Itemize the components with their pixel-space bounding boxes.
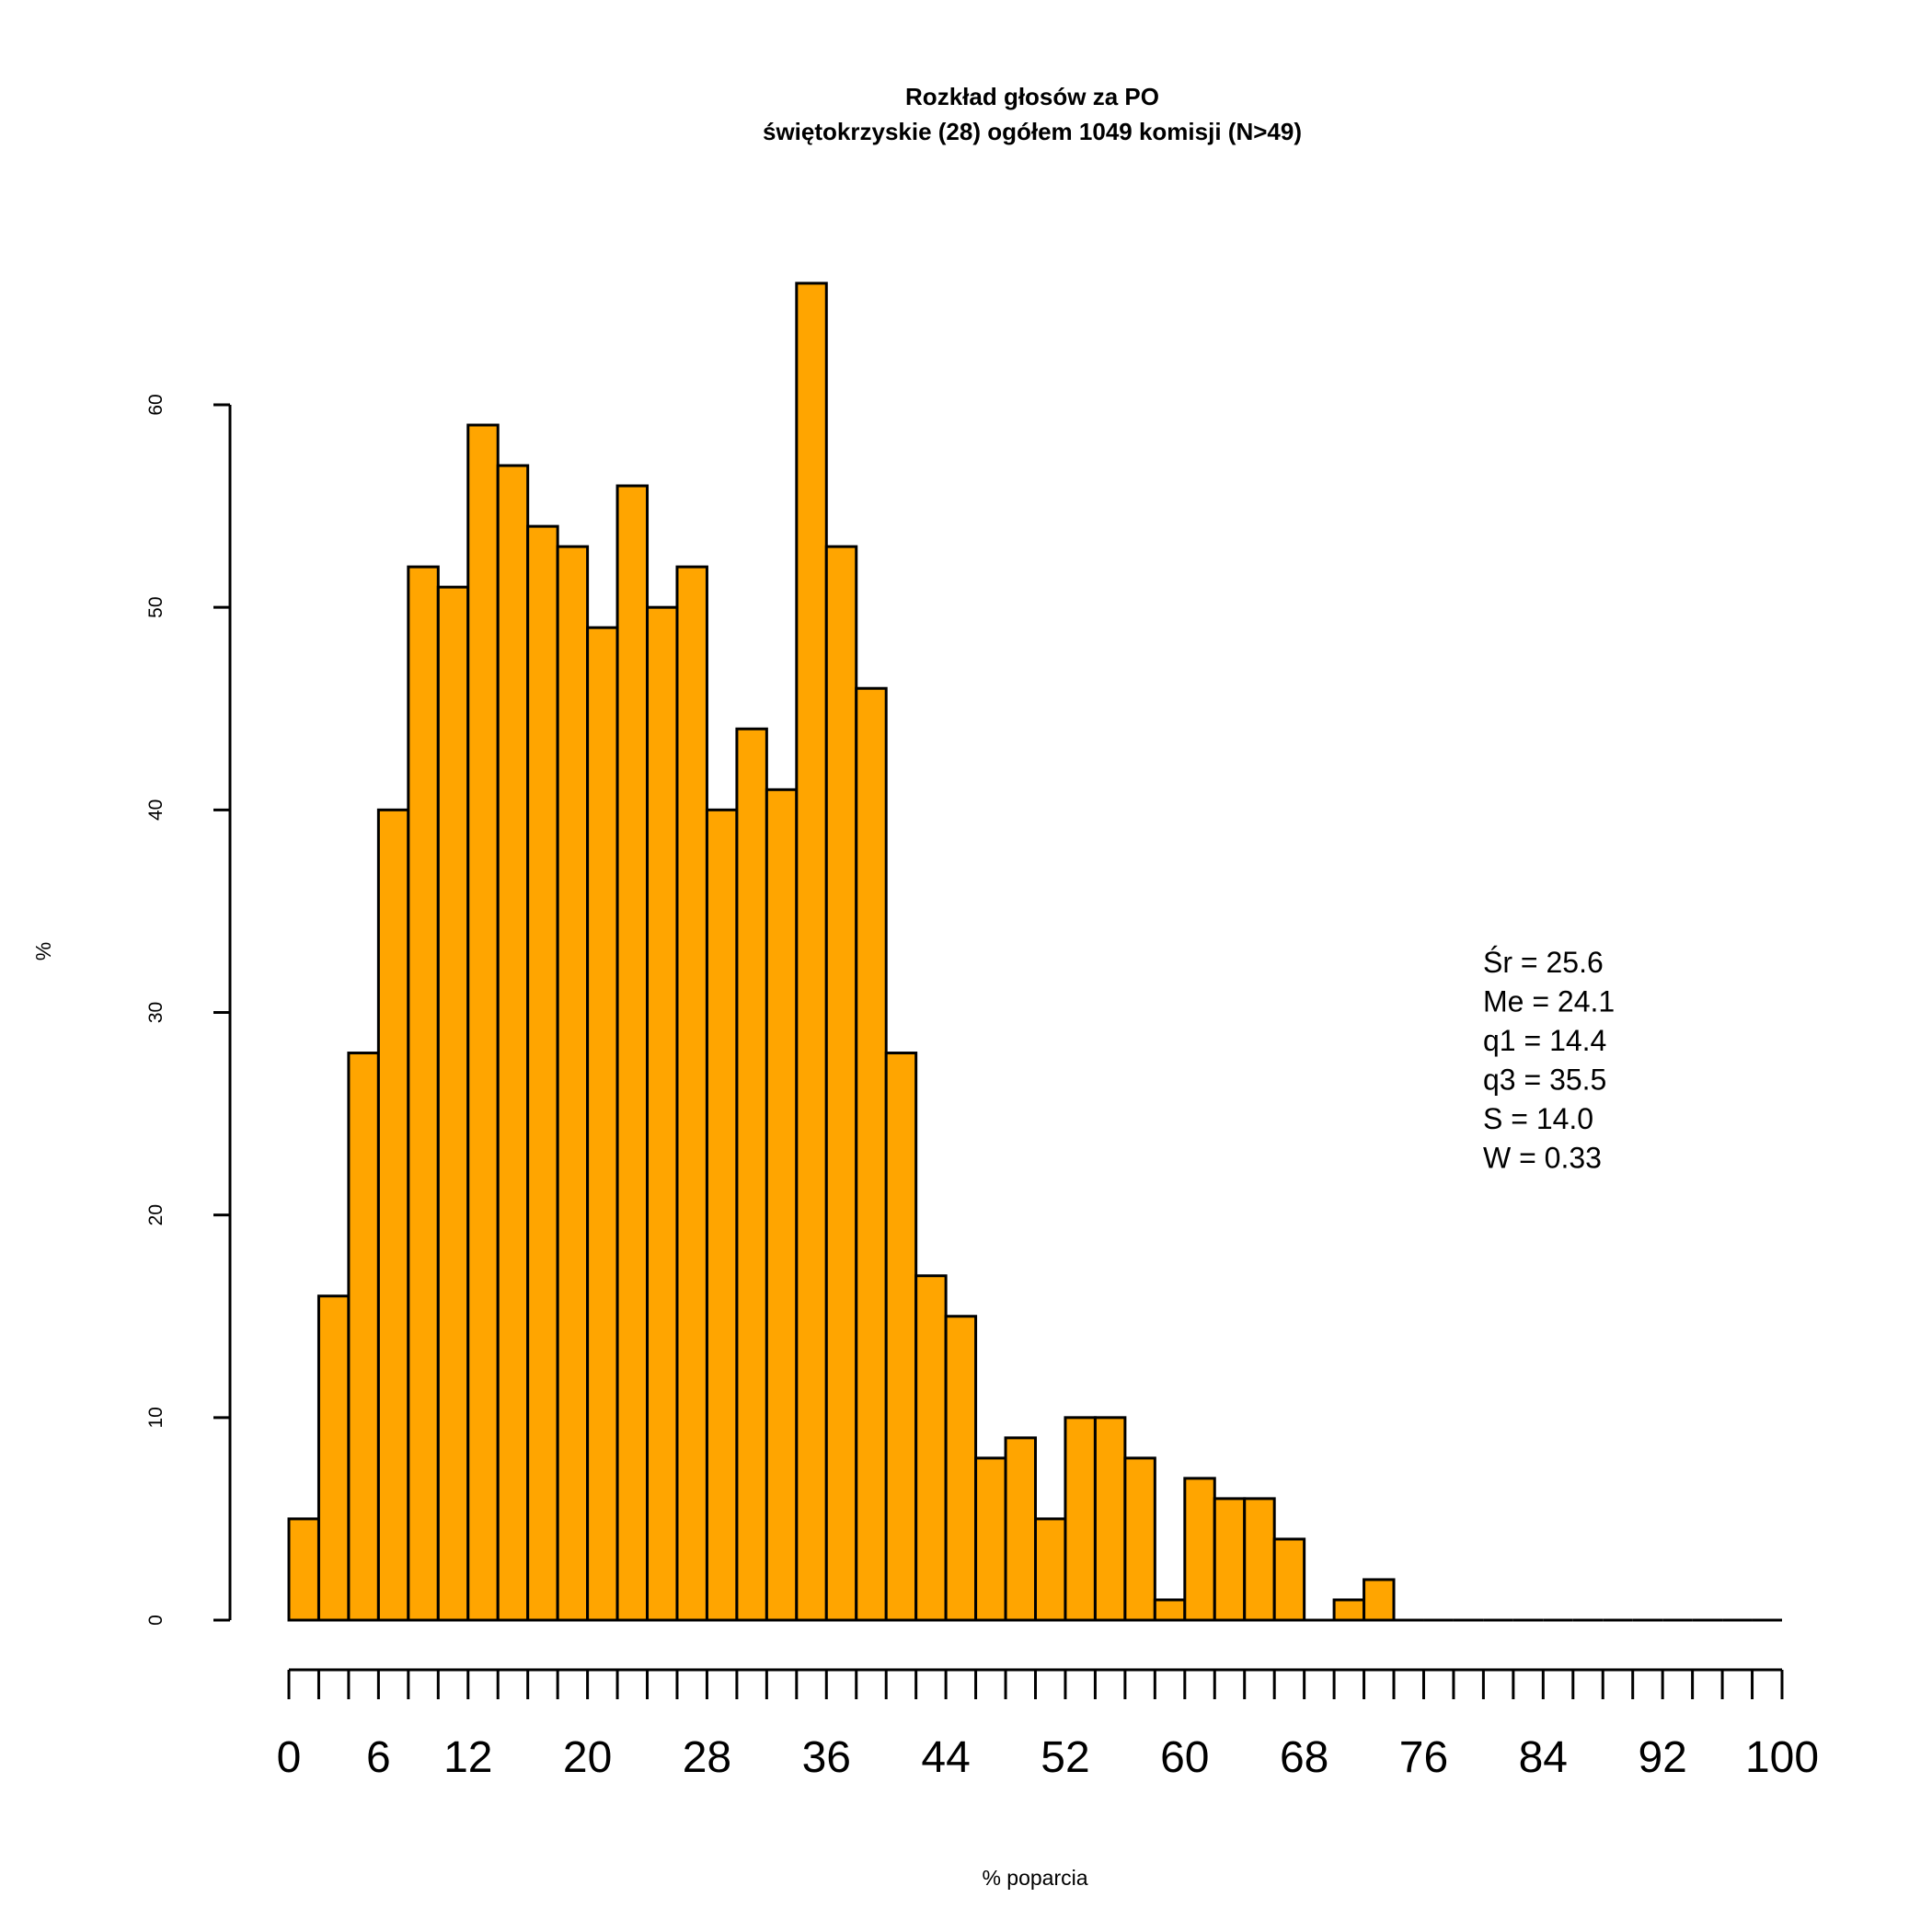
x-tick-label: 92 (1638, 1733, 1686, 1782)
histogram-bar (1272, 1537, 1306, 1622)
histogram-bar (1183, 1477, 1216, 1622)
y-tick-label: 0 (145, 1615, 167, 1626)
x-tick-label: 100 (1745, 1733, 1819, 1782)
x-tick-label: 44 (921, 1733, 970, 1782)
x-tick-label: 36 (802, 1733, 851, 1782)
chart-title: Rozkład głosów za PO (905, 83, 1159, 110)
y-tick-label: 40 (145, 799, 167, 821)
x-tick-label: 84 (1519, 1733, 1568, 1782)
histogram-bar (586, 626, 619, 1622)
histogram-bar (944, 1315, 978, 1622)
y-axis: 0 10 20 30 40 50 60 (145, 394, 232, 1626)
histogram-bar (1093, 1416, 1127, 1622)
y-axis-label: % (31, 942, 55, 960)
histogram-bar (824, 545, 858, 1622)
histogram-bar (974, 1456, 1007, 1622)
y-tick-label: 50 (145, 596, 167, 617)
x-tick-label: 0 (277, 1733, 302, 1782)
x-tick-label: 12 (443, 1733, 492, 1782)
histogram-bar (436, 585, 470, 1622)
histogram-bar (1004, 1436, 1038, 1622)
histogram-bar (1243, 1497, 1276, 1622)
statistics-box: Śr = 25.6 Me = 24.1 q1 = 14.4 q3 = 35.5 S = … (1483, 946, 1615, 1175)
histogram-bar (496, 464, 530, 1622)
stat-line: Me = 24.1 (1483, 985, 1615, 1018)
y-tick-label: 60 (145, 394, 167, 415)
histogram-bar (855, 686, 888, 1622)
x-axis: 0 6 12 20 28 36 44 52 60 68 76 84 92 100 (277, 1668, 1819, 1782)
y-tick-label: 30 (145, 1002, 167, 1023)
histogram-bar (1064, 1416, 1097, 1622)
histogram-bar (615, 484, 650, 1622)
stat-line: W = 0.33 (1483, 1142, 1602, 1175)
histogram-bar (675, 565, 708, 1622)
histogram-bar (556, 545, 590, 1622)
x-tick-label: 60 (1160, 1733, 1209, 1782)
histogram-bar (765, 788, 799, 1622)
stat-line: q1 = 14.4 (1483, 1024, 1606, 1057)
y-tick-label: 20 (145, 1204, 167, 1225)
histogram-bar (884, 1052, 918, 1622)
histogram-bar (287, 1517, 320, 1622)
x-tick-label: 28 (683, 1733, 731, 1782)
histogram-bar (376, 808, 410, 1622)
histogram-bar (795, 282, 828, 1622)
histogram-bar (646, 605, 679, 1622)
x-axis-label: % poparcia (982, 1866, 1087, 1890)
stat-line: S = 14.0 (1483, 1102, 1593, 1135)
histogram-bar (735, 727, 768, 1622)
bars-group (287, 282, 1396, 1622)
histogram-bar (1213, 1497, 1247, 1622)
histogram-bar (1363, 1578, 1396, 1622)
y-tick-label: 10 (145, 1407, 167, 1428)
x-tick-label: 6 (366, 1733, 391, 1782)
histogram-bar (1123, 1456, 1156, 1622)
x-tick-label: 68 (1280, 1733, 1328, 1782)
histogram-bar (466, 423, 500, 1622)
histogram-bar (347, 1052, 380, 1622)
stat-line: Śr = 25.6 (1483, 946, 1604, 979)
histogram-bar (526, 524, 559, 1622)
histogram-bar (1153, 1598, 1187, 1622)
chart-subtitle: świętokrzyskie (28) ogółem 1049 komisji … (763, 118, 1302, 145)
x-tick-label: 52 (1041, 1733, 1089, 1782)
histogram-bar (705, 808, 739, 1622)
histogram-bar (407, 565, 440, 1622)
x-tick-label: 20 (563, 1733, 612, 1782)
x-tick-label: 76 (1399, 1733, 1448, 1782)
histogram-bar (914, 1274, 948, 1622)
histogram-bar (316, 1294, 351, 1622)
stat-line: q3 = 35.5 (1483, 1064, 1606, 1097)
histogram-bar (1332, 1598, 1366, 1622)
histogram-bar (1034, 1517, 1067, 1622)
